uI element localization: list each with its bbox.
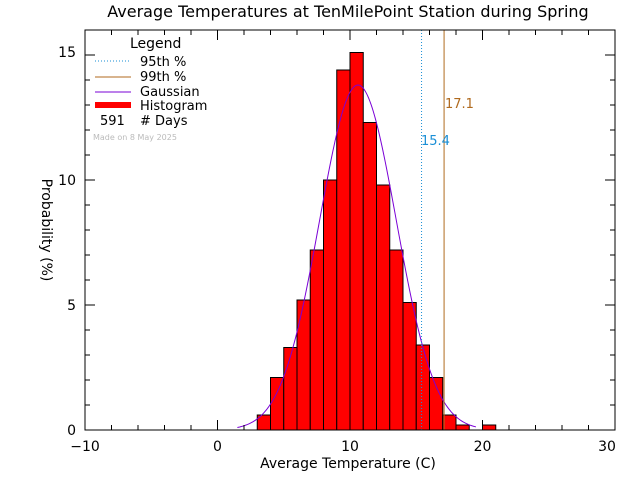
histogram-bar	[349, 52, 364, 431]
histogram-bar	[389, 249, 404, 431]
gaussian-curve	[237, 84, 477, 428]
histogram-bar	[442, 414, 457, 431]
axis-ticks	[84, 29, 616, 431]
histogram-bar	[482, 424, 497, 431]
legend-swatch-histogram	[95, 102, 131, 108]
histogram-bar	[283, 347, 298, 431]
histogram-bar	[376, 184, 391, 431]
histogram-bar	[455, 424, 470, 431]
p99-value-label: 17.1	[445, 97, 474, 112]
x-axis-label: Average Temperature (C)	[260, 456, 436, 472]
histogram-bar	[296, 299, 311, 431]
legend-label-histogram: Histogram	[140, 99, 207, 114]
y-tick-label: 5	[67, 298, 76, 314]
x-tick-label: 10	[341, 439, 359, 455]
x-tick-label: 30	[598, 439, 616, 455]
chart-title: Average Temperatures at TenMilePoint Sta…	[107, 2, 588, 21]
y-tick-label: 0	[67, 423, 76, 439]
legend: Legend 95th % 99th % Gaussian Histogram …	[93, 36, 207, 142]
legend-label-95th: 95th %	[140, 55, 186, 70]
legend-days-value: 591	[100, 114, 125, 129]
histogram-bar	[270, 377, 285, 431]
legend-label-99th: 99th %	[140, 70, 186, 85]
histogram-bar	[415, 344, 430, 431]
histogram-bar	[402, 302, 417, 431]
y-tick-label: 15	[58, 45, 76, 61]
plot-marks	[237, 30, 497, 431]
y-tick-label: 10	[58, 173, 76, 189]
x-tick-label: 20	[474, 439, 492, 455]
y-axis-label: Probability (%)	[38, 179, 54, 282]
x-tick-label: 0	[213, 439, 222, 455]
p95-value-label: 15.4	[421, 134, 450, 149]
legend-label-gaussian: Gaussian	[140, 85, 200, 100]
histogram-bar	[309, 249, 324, 431]
credit-text: Made on 8 May 2025	[93, 133, 177, 142]
histogram-bar	[362, 122, 377, 431]
histogram-bar	[323, 179, 338, 431]
legend-title: Legend	[130, 36, 181, 52]
x-tick-label: −10	[70, 439, 100, 455]
legend-days-label: # Days	[140, 114, 188, 129]
